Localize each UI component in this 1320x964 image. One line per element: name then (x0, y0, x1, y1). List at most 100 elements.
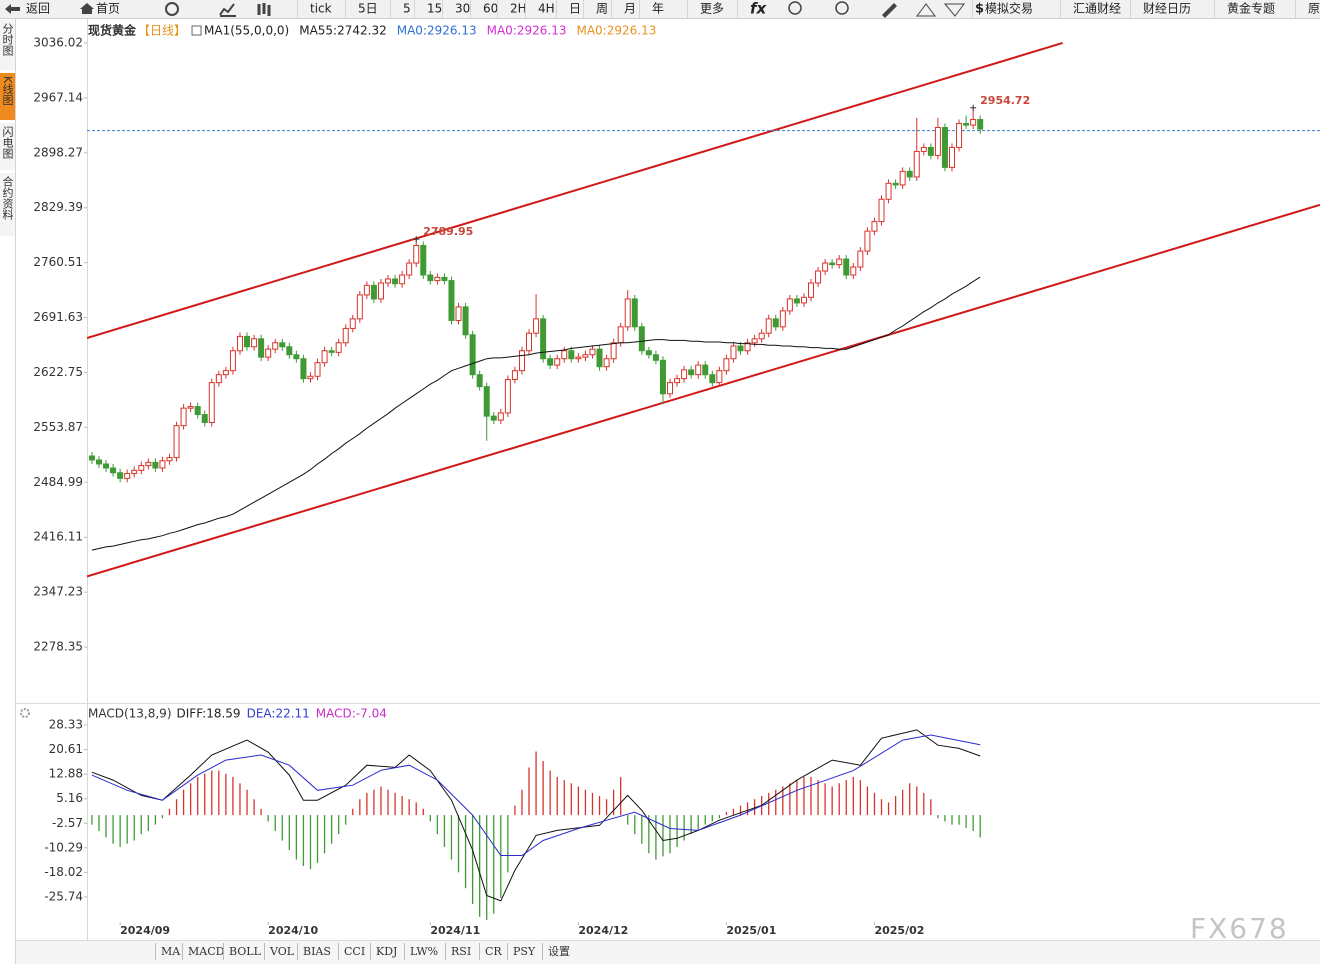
sidebar-label[interactable]: 分时图 (1, 23, 14, 57)
candle-body (751, 338, 758, 344)
indicator-tab[interactable]: PSY (513, 945, 536, 958)
candle-body (469, 334, 476, 376)
candle-body (145, 461, 152, 467)
sidebar-label[interactable]: 闪电图 (1, 125, 14, 160)
y-tick-label: 2622.75 (33, 365, 83, 379)
candle-body (970, 119, 977, 126)
candle-body (561, 350, 568, 360)
high-marker (413, 236, 420, 243)
candle-body (483, 386, 490, 417)
sidebar-tab[interactable] (0, 73, 15, 120)
candle-body (638, 326, 645, 352)
toolbar-button[interactable]: 4H (538, 2, 555, 16)
toolbar-button[interactable]: 日 (569, 2, 581, 16)
x-tick-label: 2024/11 (430, 924, 480, 937)
toolbar-button[interactable]: fx (750, 0, 768, 18)
toolbar-button[interactable]: 30 (455, 2, 470, 16)
toolbar-button[interactable]: 首页 (96, 2, 120, 16)
candle-body (709, 374, 716, 384)
toolbar-button[interactable]: 月 (624, 2, 636, 16)
y-tick-label: 28.33 (49, 718, 83, 732)
indicator-tab[interactable]: RSI (451, 945, 471, 958)
candle-body (758, 332, 765, 340)
candle-body (413, 245, 420, 264)
candle-body (328, 350, 335, 353)
candle-body (927, 146, 934, 156)
toolbar-button[interactable]: tick (310, 2, 332, 16)
candle-body (511, 370, 518, 380)
candle-body (772, 318, 779, 328)
indicator-tab[interactable]: CCI (344, 945, 365, 958)
sidebar-tab[interactable] (0, 123, 15, 170)
toolbar-button[interactable]: 汇通财经 (1073, 2, 1121, 16)
toolbar-button[interactable]: 财经日历 (1143, 2, 1191, 16)
candle-body (540, 318, 547, 360)
candle-body (335, 342, 342, 353)
candle-body (920, 146, 927, 152)
candle-body (723, 358, 730, 372)
settings-icon[interactable] (20, 708, 30, 718)
toolbar-button[interactable]: 模拟交易 (985, 1, 1033, 16)
indicator-tab[interactable]: MACD (188, 945, 225, 958)
candle-body (695, 364, 702, 376)
x-tick-label: 2024/12 (578, 924, 628, 937)
candle-body (187, 406, 194, 409)
indicator-tab[interactable]: CR (485, 945, 502, 958)
candle-body (117, 472, 124, 479)
sidebar-label[interactable]: 合约资料 (1, 175, 14, 221)
candle-body (497, 412, 504, 421)
trend-line (87, 42, 1063, 339)
y-tick-label: 2967.14 (33, 90, 83, 104)
candle-body (716, 370, 723, 384)
toolbar-button[interactable]: 2H (510, 2, 527, 16)
toolbar-button[interactable]: 周 (596, 2, 608, 16)
candle-body (448, 280, 455, 321)
candle-body (575, 356, 582, 360)
candle-body (702, 364, 709, 376)
legend-entry: MA0:2926.13 (487, 24, 567, 38)
candle-body (363, 284, 370, 296)
indicator-tab[interactable]: BOLL (229, 945, 262, 958)
indicator-tab[interactable]: LW% (410, 945, 438, 958)
toolbar-button[interactable]: 60 (483, 2, 498, 16)
candle-body (236, 335, 243, 352)
sidebar-tab[interactable] (0, 173, 15, 236)
toolbar-button[interactable]: 黄金专题 (1227, 1, 1275, 16)
y-tick-label: 2347.23 (33, 585, 83, 599)
candle-body (138, 465, 145, 471)
indicator-tab[interactable]: KDJ (376, 945, 397, 958)
toolbar-button[interactable]: 返回 (26, 2, 50, 16)
candle-body (293, 354, 300, 360)
candle-body (871, 221, 878, 232)
candle-body (533, 318, 540, 334)
candle-body (829, 262, 836, 266)
candle-body (892, 182, 899, 186)
toolbar-button[interactable]: 更多 (700, 2, 724, 16)
toolbar-button[interactable]: 原 (1308, 2, 1320, 16)
candle-body (878, 198, 885, 223)
candle-body (956, 123, 963, 148)
candle-body (941, 126, 948, 168)
toolbar-bg (0, 0, 1320, 18)
y-tick-label: 2691.63 (33, 310, 83, 324)
toolbar-button[interactable]: 15 (427, 2, 442, 16)
y-tick-label: 2484.99 (33, 475, 83, 489)
candle-body (885, 182, 892, 200)
toolbar-button[interactable]: 5 (403, 2, 411, 16)
toolbar-button[interactable]: 年 (652, 2, 664, 16)
indicator-tab[interactable]: BIAS (303, 945, 331, 958)
candle-body (617, 326, 624, 344)
toolbar-button[interactable]: 5日 (358, 2, 378, 16)
toolbar: 返回 首页 tick 5日 5 15 30 60 2H 4H 日 周 月 年 更多 fx 模拟交易 汇通财经 财经日… (0, 0, 1320, 19)
candle-body (589, 348, 596, 356)
candle-body (526, 332, 533, 352)
y-tick-label: 3036.02 (33, 35, 83, 49)
indicator-tab[interactable]: VOL (269, 945, 295, 958)
indicator-tab[interactable]: MA (161, 945, 181, 958)
sidebar-tab[interactable] (0, 20, 15, 70)
indicator-tab[interactable]: 设置 (548, 945, 570, 958)
sidebar-label[interactable]: K线图 (1, 76, 14, 106)
candle-body (88, 455, 95, 461)
